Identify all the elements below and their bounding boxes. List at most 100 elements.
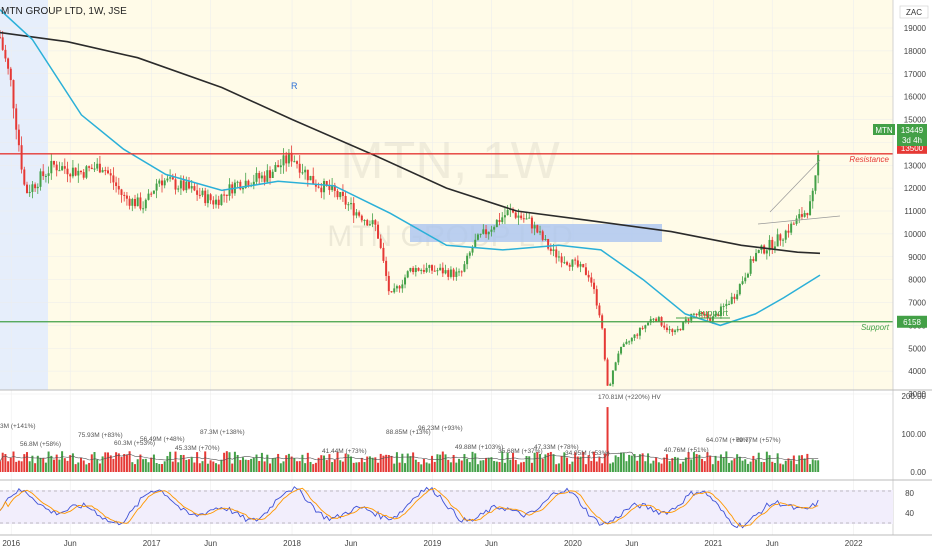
candle-body (752, 258, 755, 262)
candle-body (682, 321, 685, 331)
candle-body (155, 183, 158, 191)
candle-body (468, 252, 471, 256)
candle-body (482, 229, 485, 234)
volume-bar (158, 463, 161, 472)
candle-body (309, 175, 312, 181)
volume-bar (50, 455, 53, 472)
volume-bar (188, 459, 191, 472)
candle-body (757, 250, 760, 253)
candle-body (287, 152, 290, 164)
candle-body (471, 247, 474, 253)
volume-bar (587, 455, 590, 472)
volume-bar (439, 454, 442, 472)
volume-bar (401, 453, 404, 472)
candle-body (625, 341, 628, 345)
symbol-title: MTN GROUP LTD, 1W, JSE (1, 6, 127, 17)
candle-body (36, 186, 39, 189)
price-tick-label: 12000 (904, 184, 927, 193)
volume-bar (520, 462, 523, 472)
volume-bar (212, 461, 215, 472)
candle-body (763, 245, 766, 254)
volume-bar (371, 457, 374, 472)
price-tick-label: 7000 (908, 299, 926, 308)
volume-bar (9, 457, 12, 472)
volume-bar (628, 454, 631, 472)
volume-tick-label: 100.00 (902, 430, 927, 439)
rsi-axis[interactable]: 80 40 (905, 489, 914, 518)
time-axis[interactable]: 2016 Jun 2017 Jun 2018 Jun 2019 Jun 2020 Jun 2021 J… (2, 539, 863, 548)
candle-body (296, 161, 299, 164)
volume-bar (752, 455, 755, 472)
price-tick-label: 9000 (908, 253, 926, 262)
volume-bar (42, 458, 45, 472)
volume-bar (374, 457, 377, 472)
volume-bar (298, 461, 301, 472)
time-tick-label: Jun (345, 539, 358, 548)
candle-body (563, 262, 566, 264)
candle-body (441, 267, 444, 274)
candle-body (768, 239, 771, 251)
candle-body (112, 175, 115, 183)
volume-bar (360, 457, 363, 472)
candle-body (371, 220, 374, 225)
volume-bar (152, 454, 155, 472)
volume-bar (676, 457, 679, 472)
volume-bar (760, 461, 763, 472)
price-axis[interactable]: 1900018000170001600015000140001300012000… (904, 24, 927, 399)
candle-body (190, 186, 193, 189)
candle-body (444, 270, 447, 274)
volume-bar (795, 464, 798, 472)
rsi-tick-label: 40 (905, 509, 914, 518)
volume-bar (444, 454, 447, 472)
volume-bar (568, 464, 571, 472)
volume-bar (536, 452, 539, 472)
volume-axis[interactable]: 200.00 100.00 0.00 (902, 392, 927, 477)
volume-bar (26, 452, 29, 472)
candle-body (88, 166, 91, 168)
volume-bar (47, 451, 50, 472)
candle-body (800, 214, 803, 217)
volume-bar (728, 462, 731, 472)
candle-body (665, 327, 668, 331)
currency-box[interactable] (899, 5, 929, 19)
volume-bar (458, 458, 461, 472)
volume-bar (679, 463, 682, 472)
volume-bar (39, 457, 42, 472)
volume-bar (528, 456, 531, 472)
candle-body (239, 181, 242, 190)
price-tick-label: 19000 (904, 24, 927, 33)
volume-bar (412, 452, 415, 472)
volume-bar (409, 456, 412, 472)
candle-body (44, 175, 47, 177)
volume-bar (755, 459, 758, 472)
volume-bar (422, 459, 425, 472)
volume-bar (63, 458, 66, 472)
volume-label: 45.33M (+70%) (175, 445, 220, 452)
candle-body (690, 313, 693, 321)
volume-bar (96, 459, 99, 472)
candle-body (733, 296, 736, 300)
candle-body (387, 275, 390, 292)
candle-body (166, 178, 169, 181)
candle-body (255, 172, 258, 182)
volume-bar (296, 461, 299, 472)
candle-body (333, 185, 336, 191)
candle-body (638, 327, 641, 336)
candle-body (798, 214, 801, 219)
volume-bar (71, 453, 74, 472)
candle-body (544, 238, 547, 240)
volume-bar (782, 464, 785, 472)
volume-bar (239, 460, 242, 472)
volume-bar (398, 462, 401, 472)
candle-body (817, 154, 820, 176)
volume-bar (339, 460, 342, 472)
volume-bar (509, 459, 512, 472)
volume-bar (406, 453, 409, 472)
volume-label: 49.88M (+103%) (455, 444, 503, 451)
candle-body (360, 215, 363, 221)
volume-bar (746, 463, 749, 472)
volume-bar (522, 461, 525, 472)
volume-bar (657, 462, 660, 472)
